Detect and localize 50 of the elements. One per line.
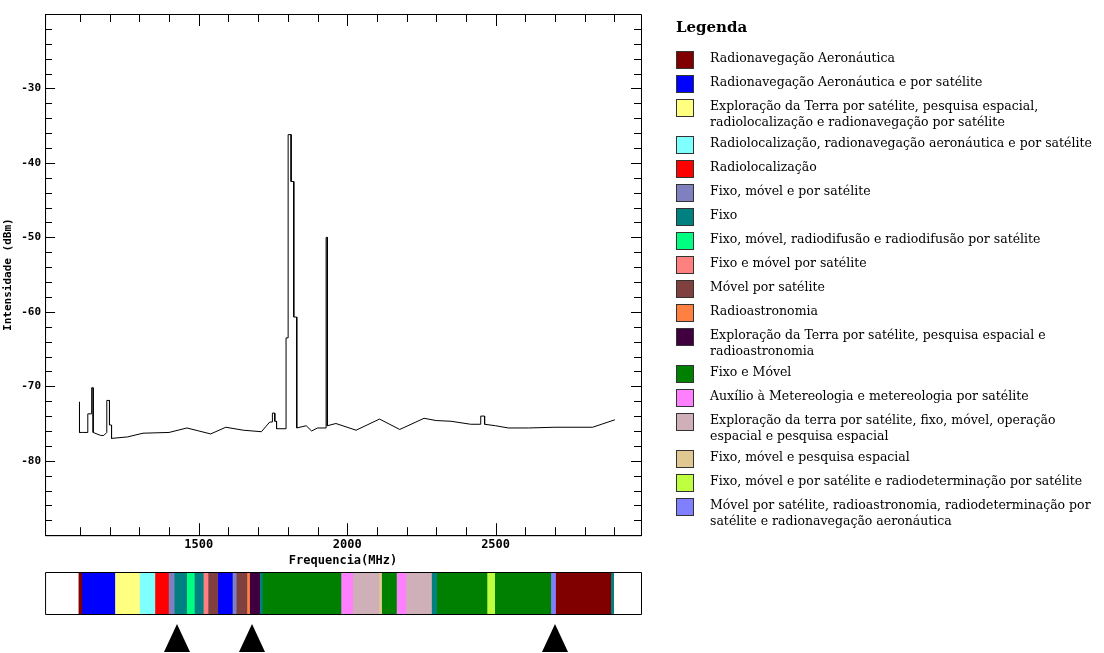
- bar: [114, 572, 140, 614]
- legend-label: Exploração da Terra por satélite, pesquisa espacial e radioastronomia: [710, 327, 1047, 359]
- y-tick-label: -80: [21, 453, 42, 467]
- y-tick-label: -40: [21, 155, 42, 169]
- legend-label: Radionavegação Aeronáutica e por satélite: [710, 74, 984, 90]
- bar: [381, 572, 397, 614]
- bar: [261, 572, 342, 614]
- bar: [173, 572, 187, 614]
- legend-label: Fixo, móvel, radiodifusão e radiodifusão por satélite: [710, 231, 1042, 247]
- bar: [494, 572, 552, 614]
- legend-label: Radionavegação Aeronáutica: [710, 50, 896, 66]
- y-tick-label: -60: [21, 304, 42, 318]
- legend-label: Fixo, móvel e por satélite: [710, 183, 872, 199]
- x-tick-label: 2000: [332, 536, 362, 551]
- bar: [81, 572, 116, 614]
- legend-label: Móvel por satélite: [710, 279, 826, 295]
- bar: [555, 572, 612, 614]
- legend-label: Radiolocalização: [710, 159, 818, 175]
- bar: [436, 572, 488, 614]
- bar: [550, 572, 556, 614]
- legend-label: Fixo e Móvel: [710, 364, 793, 380]
- bar: [405, 572, 432, 614]
- bar: [139, 572, 156, 614]
- bar: [486, 572, 496, 614]
- bar: [207, 572, 219, 614]
- bar: [340, 572, 354, 614]
- bar: [154, 572, 169, 614]
- bar: [352, 572, 380, 614]
- bar: [217, 572, 233, 614]
- legend-label: Radiolocalização, radionavegação aeronáutica e por satélite: [710, 135, 1093, 151]
- y-tick-label: -30: [21, 81, 42, 95]
- legend-label: Exploração da terra por satélite, fixo, móvel, operação espacial e pesquisa espacial: [710, 412, 1057, 444]
- x-axis-title: Frequencia(MHz): [288, 552, 398, 567]
- legend-label: Fixo: [710, 207, 739, 223]
- x-tick-label: 1500: [184, 536, 214, 551]
- legend-label: Radioastronomia: [710, 303, 819, 319]
- y-tick-label: -70: [21, 379, 42, 393]
- legend-label: Fixo, móvel e pesquisa espacial: [710, 449, 911, 465]
- x-tick-label: 2500: [481, 536, 511, 551]
- legend-label: Móvel por satélite, radioastronomia, radiodeterminação por satélite e radionavegação aeronáutica: [710, 497, 1092, 529]
- legend-label: Fixo, móvel e por satélite e radiodeterminação por satélite: [710, 473, 1084, 489]
- y-tick-label: -50: [21, 230, 42, 244]
- legend-label: Exploração da Terra por satélite, pesquisa espacial, radiolocalização e radionavegação por satélite: [710, 98, 1040, 130]
- legend-title: Legenda: [676, 18, 749, 36]
- bar: [249, 572, 260, 614]
- legend-label: Fixo e móvel por satélite: [710, 255, 868, 271]
- y-axis-title: Intensidade (dBm): [1, 218, 15, 331]
- legend-label: Auxílio à Metereologia e metereologia por satélite: [710, 388, 1030, 404]
- bar: [194, 572, 204, 614]
- bar: [186, 572, 195, 614]
